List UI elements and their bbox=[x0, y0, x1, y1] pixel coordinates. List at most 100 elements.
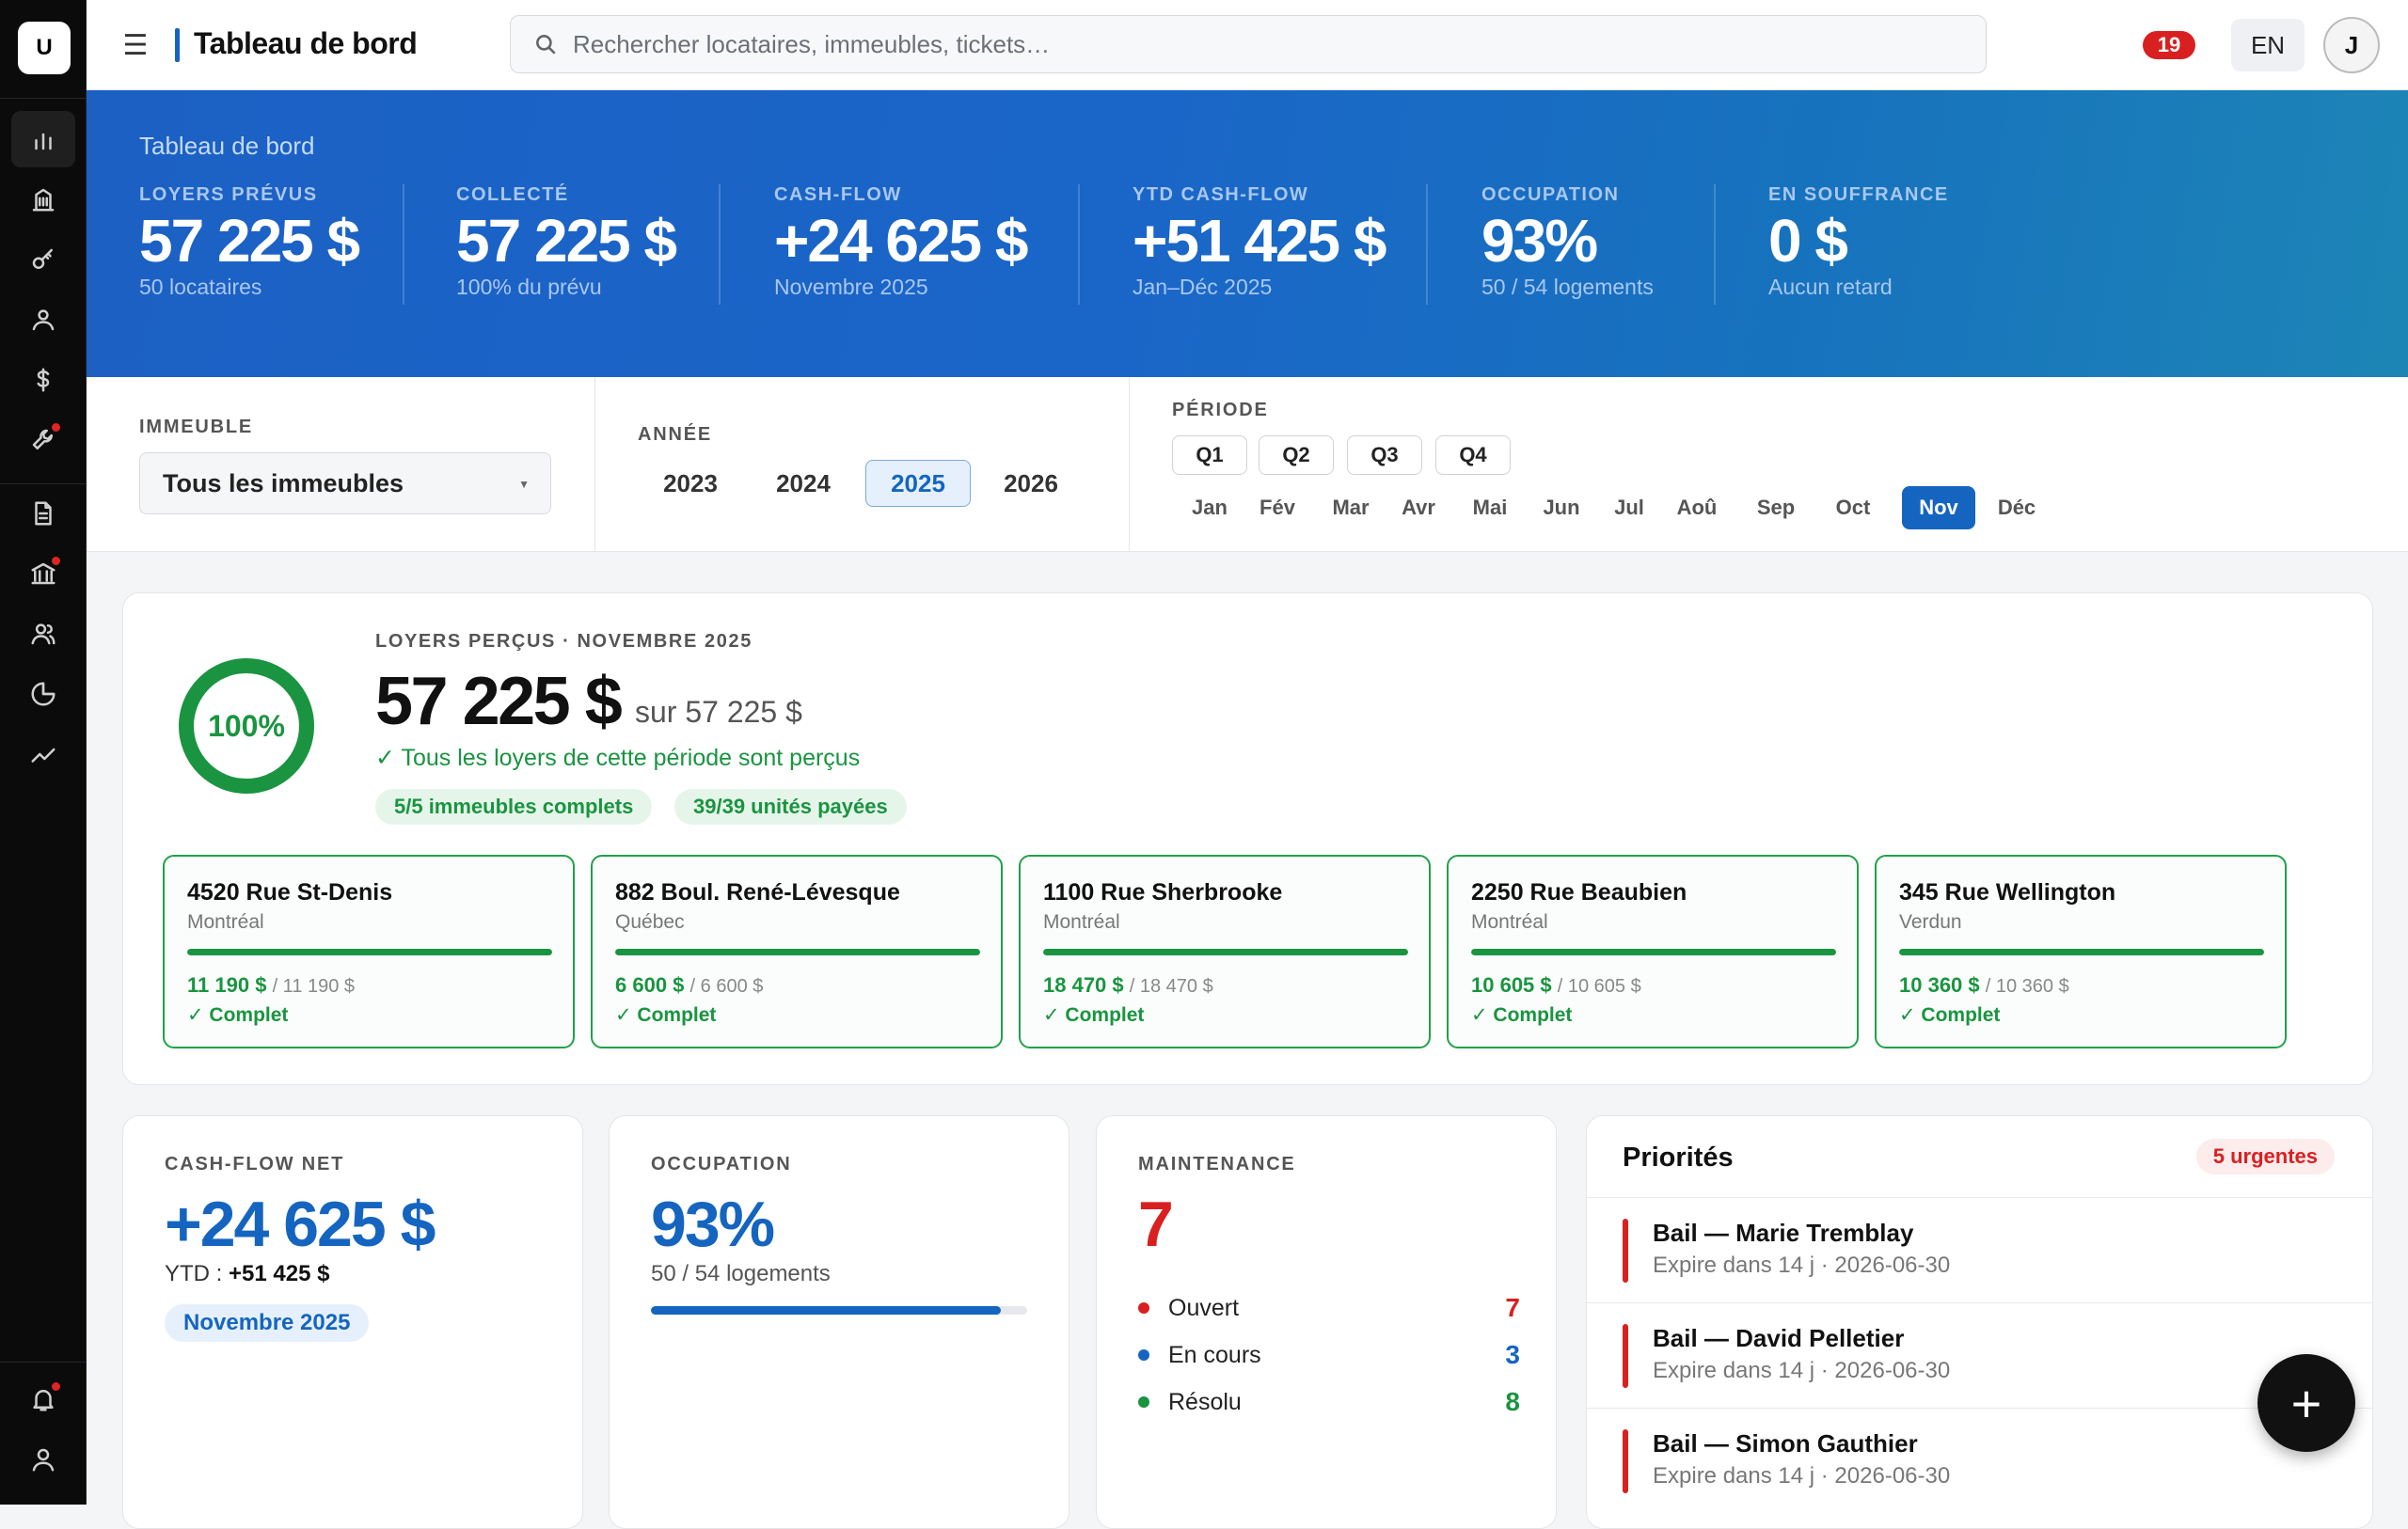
priority-item[interactable]: Bail — David Pelletier Expire dans 14 j … bbox=[1587, 1302, 2372, 1408]
kpi-collected: COLLECTÉ 57 225 $ 100% du prévu bbox=[456, 184, 677, 307]
quarter-button-q3[interactable]: Q3 bbox=[1347, 435, 1422, 475]
sidebar-divider bbox=[0, 1362, 87, 1363]
sidebar-item-units[interactable] bbox=[11, 231, 75, 288]
occupation-value: 93% bbox=[651, 1189, 775, 1260]
month-button-jul[interactable]: Jul bbox=[1614, 496, 1644, 519]
year-button-2026[interactable]: 2026 bbox=[1004, 468, 1058, 497]
building-city: Québec bbox=[615, 911, 685, 933]
sidebar-item-contacts[interactable] bbox=[11, 606, 75, 662]
kpi-divider bbox=[719, 184, 721, 305]
kpi-label: LOYERS PRÉVUS bbox=[139, 184, 318, 205]
building-card[interactable]: 4520 Rue St-Denis Montréal 11 190 $ / 11 1… bbox=[163, 855, 575, 1048]
bar-chart-icon bbox=[35, 133, 52, 150]
maintenance-row-in-progress[interactable]: En cours 3 bbox=[1138, 1336, 1520, 1374]
month-button-nov[interactable]: Nov bbox=[1902, 486, 1975, 529]
add-button[interactable]: + bbox=[2258, 1354, 2355, 1452]
notification-badge[interactable]: 19 bbox=[2143, 31, 2195, 59]
month-button-sep[interactable]: Sep bbox=[1756, 496, 1796, 519]
kpi-ytd-cashflow: YTD CASH-FLOW +51 425 $ Jan–Déc 2025 bbox=[1133, 184, 1386, 307]
building-progress-fill bbox=[1043, 949, 1408, 955]
kpi-sub: 100% du prévu bbox=[456, 275, 602, 300]
sidebar-item-buildings[interactable] bbox=[11, 171, 75, 228]
month-button-oct[interactable]: Oct bbox=[1835, 496, 1871, 519]
building-amount: 10 360 $ / 10 360 $ bbox=[1899, 973, 2069, 998]
month-button-aug[interactable]: Aoû bbox=[1676, 496, 1718, 519]
kpi-sub: Jan–Déc 2025 bbox=[1133, 275, 1273, 300]
period-filter-label: PÉRIODE bbox=[1172, 400, 1269, 420]
sidebar-item-tenants[interactable] bbox=[11, 292, 75, 348]
maintenance-row-open[interactable]: Ouvert 7 bbox=[1138, 1289, 1520, 1327]
building-city: Montréal bbox=[1471, 911, 1548, 933]
building-progress-fill bbox=[187, 949, 552, 955]
month-button-dec[interactable]: Déc bbox=[1997, 496, 2036, 519]
month-button-may[interactable]: Mai bbox=[1472, 496, 1508, 519]
year-button-2024[interactable]: 2024 bbox=[776, 468, 831, 497]
status-dot bbox=[1138, 1396, 1149, 1408]
search-input[interactable] bbox=[573, 29, 1937, 59]
kpi-sub: Novembre 2025 bbox=[774, 275, 928, 300]
maintenance-card[interactable]: MAINTENANCE 7 Ouvert 7 En cours 3 Résolu… bbox=[1096, 1115, 1557, 1529]
kpi-banner: Tableau de bord LOYERS PRÉVUS 57 225 $ 5… bbox=[87, 90, 2408, 377]
rent-status-message: ✓ Tous les loyers de cette période sont … bbox=[375, 745, 861, 771]
app-logo[interactable]: U bbox=[18, 22, 71, 74]
cashflow-card[interactable]: CASH-FLOW NET +24 625 $ YTD : +51 425 $ … bbox=[122, 1115, 583, 1529]
kpi-divider bbox=[403, 184, 404, 305]
priority-item[interactable]: Bail — Simon Gauthier Expire dans 14 j ·… bbox=[1587, 1408, 2372, 1513]
kpi-divider bbox=[1078, 184, 1080, 305]
priority-subtitle: Expire dans 14 j · 2026-06-30 bbox=[1653, 1253, 1951, 1278]
building-select-value: Tous les immeubles bbox=[163, 468, 404, 497]
building-card[interactable]: 1100 Rue Sherbrooke Montréal 18 470 $ / 18… bbox=[1019, 855, 1431, 1048]
sidebar-divider bbox=[0, 483, 87, 484]
sidebar-item-bank[interactable] bbox=[11, 545, 75, 602]
quarter-button-q4[interactable]: Q4 bbox=[1435, 435, 1511, 475]
cashflow-ytd: YTD : +51 425 $ bbox=[165, 1261, 329, 1287]
building-select[interactable]: Tous les immeubles ▼ bbox=[139, 452, 551, 514]
ring-percent: 100% bbox=[208, 708, 285, 743]
rent-section-label: LOYERS PERÇUS · NOVEMBRE 2025 bbox=[375, 631, 752, 652]
building-card[interactable]: 345 Rue Wellington Verdun 10 360 $ / 10 36… bbox=[1875, 855, 2287, 1048]
maintenance-row-resolved[interactable]: Résolu 8 bbox=[1138, 1383, 1520, 1421]
year-button-2023[interactable]: 2023 bbox=[663, 468, 718, 497]
year-button-2025[interactable]: 2025 bbox=[865, 460, 971, 507]
building-progress-fill bbox=[1899, 949, 2264, 955]
sidebar-item-maintenance[interactable] bbox=[11, 412, 75, 468]
building-name: 882 Boul. René-Lévesque bbox=[615, 879, 900, 906]
menu-icon[interactable]: ☰ bbox=[122, 29, 149, 61]
building-total: / 10 605 $ bbox=[1557, 976, 1641, 997]
quarter-button-q2[interactable]: Q2 bbox=[1259, 435, 1334, 475]
dollar-icon bbox=[37, 368, 50, 392]
alert-dot bbox=[52, 1382, 60, 1391]
month-button-jun[interactable]: Jun bbox=[1543, 496, 1580, 519]
sidebar-item-dashboard[interactable] bbox=[11, 111, 75, 167]
language-button[interactable]: EN bbox=[2231, 19, 2305, 71]
ring-progress bbox=[179, 658, 314, 794]
month-button-feb[interactable]: Fév bbox=[1259, 496, 1295, 519]
month-button-mar[interactable]: Mar bbox=[1332, 496, 1370, 519]
sidebar-item-finances[interactable] bbox=[11, 352, 75, 408]
month-button-jan[interactable]: Jan bbox=[1192, 496, 1228, 519]
topbar: ☰ Tableau de bord 19 EN J bbox=[87, 0, 2408, 90]
building-card[interactable]: 882 Boul. René-Lévesque Québec 6 600 $ / 6… bbox=[591, 855, 1003, 1048]
building-filter-label: IMMEUBLE bbox=[139, 417, 254, 437]
quarter-button-q1[interactable]: Q1 bbox=[1172, 435, 1247, 475]
rent-expected: sur 57 225 $ bbox=[635, 695, 802, 729]
priority-marker bbox=[1623, 1429, 1628, 1493]
priority-title: Bail — Simon Gauthier bbox=[1653, 1429, 1918, 1458]
building-paid: 11 190 $ bbox=[187, 973, 267, 997]
priority-item[interactable]: Bail — Marie Tremblay Expire dans 14 j ·… bbox=[1587, 1197, 2372, 1302]
sidebar-item-reports[interactable] bbox=[11, 666, 75, 722]
priorities-title: Priorités bbox=[1623, 1143, 1734, 1173]
search-bar[interactable] bbox=[510, 15, 1987, 73]
sidebar-item-analytics[interactable] bbox=[11, 726, 75, 782]
avatar[interactable]: J bbox=[2323, 17, 2380, 73]
maintenance-count: 8 bbox=[1505, 1387, 1520, 1416]
occupation-card[interactable]: OCCUPATION 93% 50 / 54 logements bbox=[609, 1115, 1069, 1529]
building-paid: 10 360 $ bbox=[1899, 973, 1980, 997]
key-icon bbox=[32, 248, 53, 269]
priority-subtitle: Expire dans 14 j · 2026-06-30 bbox=[1653, 1358, 1951, 1383]
building-card[interactable]: 2250 Rue Beaubien Montréal 10 605 $ / 10 6… bbox=[1447, 855, 1859, 1048]
month-button-apr[interactable]: Avr bbox=[1402, 496, 1435, 519]
sidebar-item-notifications[interactable] bbox=[11, 1371, 75, 1427]
sidebar-item-profile[interactable] bbox=[11, 1431, 75, 1488]
sidebar-item-documents[interactable] bbox=[11, 485, 75, 542]
